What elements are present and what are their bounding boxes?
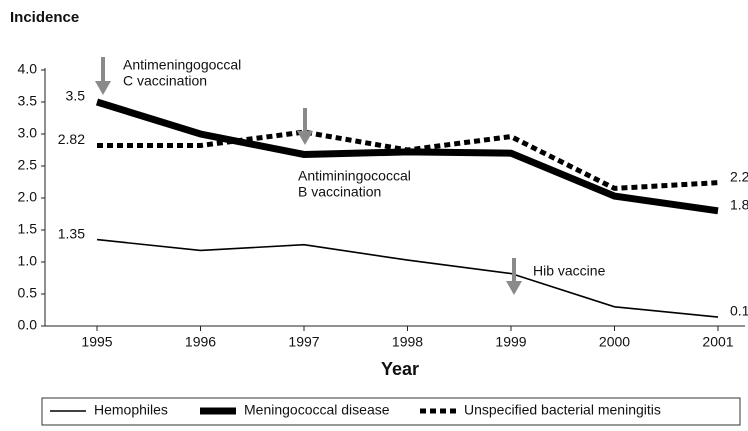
x-tick-label: 1999	[495, 334, 526, 350]
series-line	[96, 238, 719, 318]
x-tick-label: 1995	[81, 334, 112, 350]
x-axis-label: Year	[381, 359, 419, 379]
annotation-text: Antimeningogoccal	[123, 57, 241, 73]
y-tick-label: 3.0	[18, 125, 38, 141]
annotation-text: B vaccination	[298, 184, 381, 200]
data-label: 0.14	[730, 303, 748, 319]
data-label: 1.35	[58, 225, 85, 241]
annotation-text: Antiminingococcal	[298, 168, 411, 184]
annotation-text: C vaccination	[123, 73, 207, 89]
y-tick-label: 1.0	[18, 253, 38, 269]
data-label: 2.82	[58, 131, 85, 147]
y-tick-label: 2.5	[18, 157, 38, 173]
x-tick-label: 1996	[185, 334, 216, 350]
data-label: 1.8	[730, 197, 748, 213]
annotation-text: Hib vaccine	[533, 263, 606, 279]
y-tick-label: 4.0	[18, 61, 38, 77]
y-tick-label: 1.5	[18, 221, 38, 237]
x-tick-label: 2000	[599, 334, 630, 350]
legend-label: Unspecified bacterial meningitis	[464, 402, 661, 418]
x-tick-label: 1997	[288, 334, 319, 350]
y-tick-label: 2.0	[18, 189, 38, 205]
y-tick-label: 0.0	[18, 317, 38, 333]
legend-box	[41, 397, 741, 426]
chart-title: Incidence	[10, 9, 79, 26]
annotation-arrow-head	[297, 131, 313, 145]
y-tick-label: 0.5	[18, 285, 38, 301]
annotation-arrow-head	[506, 281, 522, 295]
data-label: 3.5	[66, 88, 86, 104]
x-tick-label: 1998	[392, 334, 423, 350]
data-label: 2.24	[730, 168, 748, 184]
legend-label: Hemophiles	[94, 402, 168, 418]
legend-label: Meningococcal disease	[244, 402, 390, 418]
series-line	[95, 98, 719, 215]
x-tick-label: 2001	[702, 334, 733, 350]
annotation-arrow-head	[95, 81, 111, 95]
y-tick-label: 3.5	[18, 93, 38, 109]
series-line	[97, 129, 719, 191]
